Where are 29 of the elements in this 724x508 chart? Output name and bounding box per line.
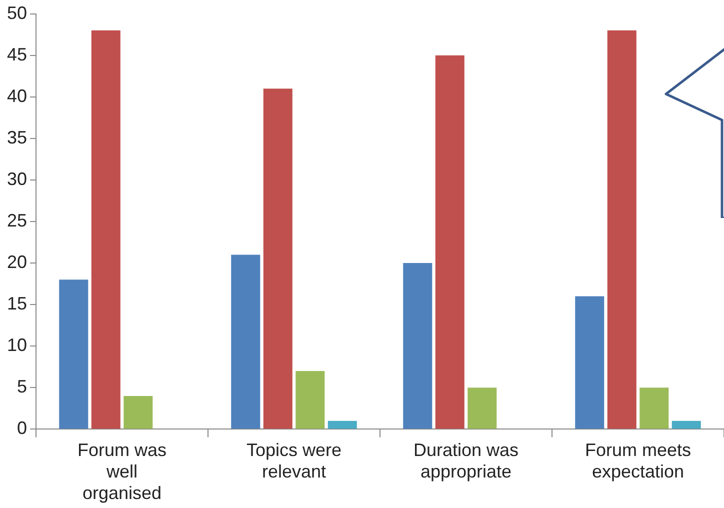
y-tick-label: 40 [6, 86, 28, 106]
x-tick-label: Duration was appropriate [413, 440, 519, 482]
y-tick-label: 50 [6, 2, 28, 23]
bar [296, 371, 325, 429]
bar [435, 55, 464, 429]
bar [672, 420, 701, 429]
bar [468, 388, 497, 429]
y-tick-label: 15 [6, 294, 28, 314]
x-tick-label: Forum was well organised [78, 440, 167, 504]
x-tick-label: Topics were relevant [246, 440, 342, 482]
bar [124, 396, 153, 429]
x-tick-label: Forum meets expectation [584, 440, 692, 482]
bar [640, 388, 669, 429]
bar [263, 88, 292, 429]
bar [91, 30, 120, 429]
y-tick-label: 45 [6, 44, 28, 64]
y-tick-label: 35 [6, 127, 28, 148]
bar [403, 263, 432, 429]
bar [607, 30, 636, 429]
y-tick-label: 20 [6, 252, 28, 272]
y-tick-label: 30 [6, 168, 28, 189]
y-tick-label: 10 [6, 335, 28, 356]
bar [328, 420, 357, 429]
bar [59, 280, 88, 429]
bar [231, 254, 260, 429]
y-tick-label: 0 [17, 418, 28, 438]
y-tick-label: 5 [17, 376, 28, 397]
y-tick-label: 25 [6, 210, 28, 230]
bar [575, 296, 604, 429]
